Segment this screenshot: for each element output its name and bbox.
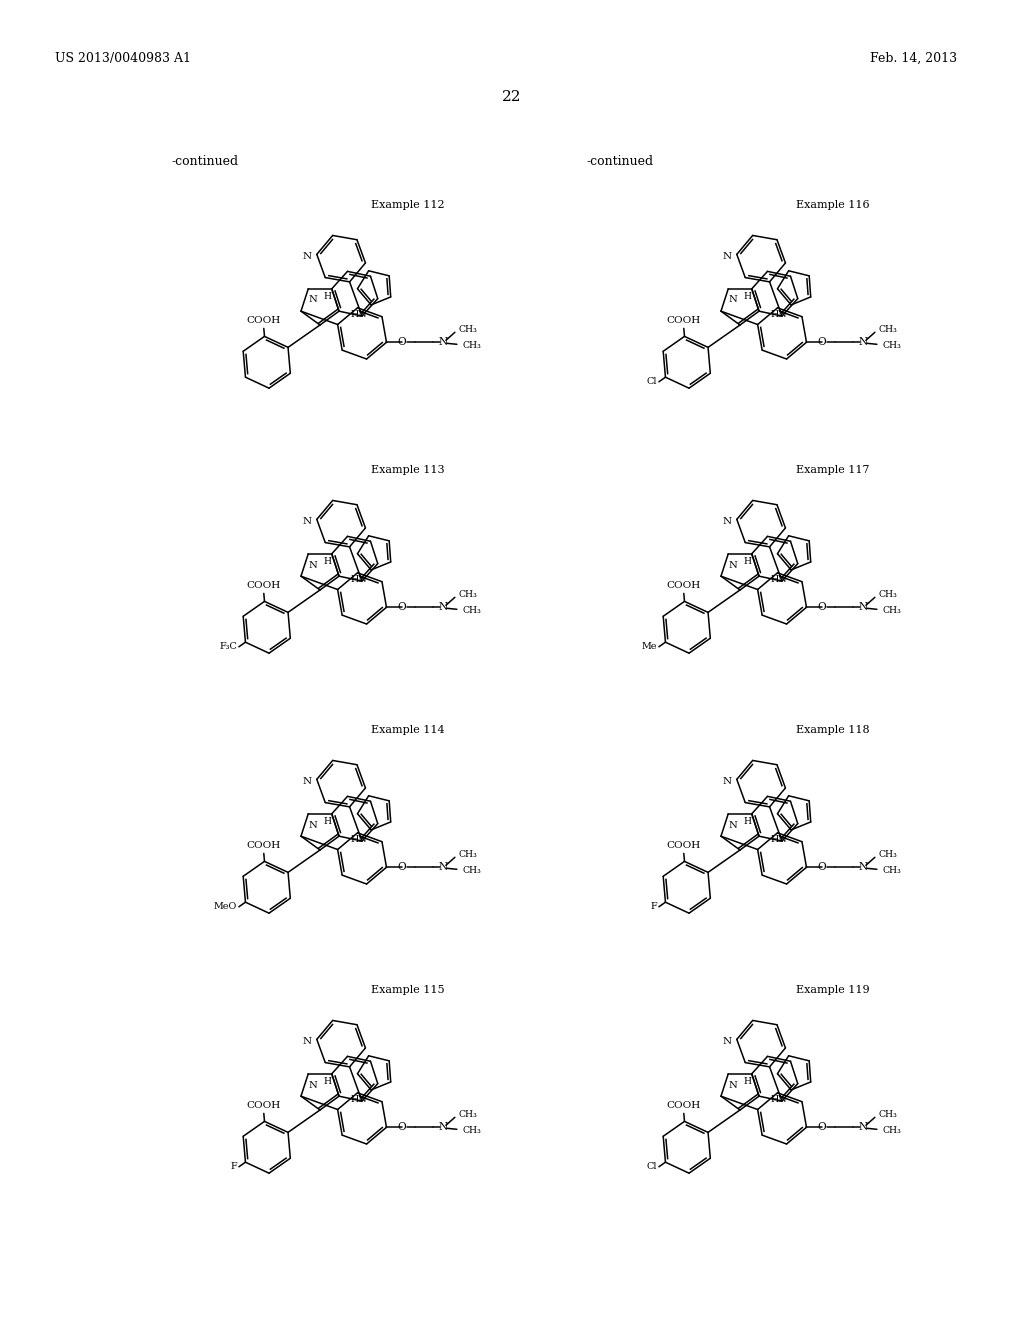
Text: CH₃: CH₃ [883, 866, 902, 875]
Text: Example 115: Example 115 [372, 985, 445, 995]
Text: 22: 22 [502, 90, 522, 104]
Text: N: N [858, 338, 867, 347]
Text: CH₃: CH₃ [883, 1126, 902, 1135]
Text: N: N [438, 338, 447, 347]
Text: CH₃: CH₃ [463, 341, 481, 350]
Text: Example 116: Example 116 [797, 201, 870, 210]
Text: H: H [324, 557, 332, 566]
Text: COOH: COOH [247, 1101, 281, 1110]
Text: HN: HN [771, 576, 787, 583]
Text: COOH: COOH [247, 317, 281, 326]
Text: N: N [438, 602, 447, 612]
Text: CH₃: CH₃ [463, 606, 481, 615]
Text: H: H [743, 292, 752, 301]
Text: O: O [817, 862, 826, 873]
Text: N: N [729, 561, 737, 569]
Text: Example 118: Example 118 [797, 725, 870, 735]
Text: N: N [303, 517, 311, 525]
Text: F: F [230, 1163, 237, 1171]
Text: Cl: Cl [646, 1163, 657, 1171]
Text: H: H [324, 1077, 332, 1086]
Text: CH₃: CH₃ [879, 590, 898, 599]
Text: MeO: MeO [214, 903, 237, 911]
Text: CH₃: CH₃ [883, 341, 902, 350]
Text: N: N [858, 1122, 867, 1133]
Text: COOH: COOH [667, 1101, 700, 1110]
Text: CH₃: CH₃ [463, 866, 481, 875]
Text: CH₃: CH₃ [459, 1110, 478, 1119]
Text: O: O [397, 1122, 407, 1133]
Text: N: N [729, 296, 737, 305]
Text: F₃C: F₃C [219, 643, 237, 651]
Text: HN: HN [351, 836, 368, 843]
Text: Cl: Cl [646, 378, 657, 387]
Text: H: H [324, 292, 332, 301]
Text: Example 117: Example 117 [797, 465, 870, 475]
Text: COOH: COOH [667, 317, 700, 326]
Text: N: N [308, 561, 317, 569]
Text: -continued: -continued [171, 154, 239, 168]
Text: O: O [817, 1122, 826, 1133]
Text: CH₃: CH₃ [463, 1126, 481, 1135]
Text: CH₃: CH₃ [879, 1110, 898, 1119]
Text: N: N [308, 821, 317, 829]
Text: HN: HN [771, 310, 787, 319]
Text: HN: HN [351, 1094, 368, 1104]
Text: CH₃: CH₃ [459, 850, 478, 859]
Text: H: H [324, 817, 332, 826]
Text: Me: Me [641, 643, 657, 651]
Text: H: H [743, 1077, 752, 1086]
Text: N: N [308, 1081, 317, 1089]
Text: COOH: COOH [247, 841, 281, 850]
Text: HN: HN [771, 836, 787, 843]
Text: N: N [858, 862, 867, 873]
Text: N: N [858, 602, 867, 612]
Text: HN: HN [351, 576, 368, 583]
Text: N: N [723, 777, 732, 785]
Text: Example 113: Example 113 [372, 465, 445, 475]
Text: N: N [729, 1081, 737, 1089]
Text: HN: HN [351, 310, 368, 319]
Text: COOH: COOH [667, 841, 700, 850]
Text: -continued: -continued [587, 154, 653, 168]
Text: HN: HN [771, 1094, 787, 1104]
Text: Feb. 14, 2013: Feb. 14, 2013 [870, 51, 957, 65]
Text: O: O [397, 862, 407, 873]
Text: CH₃: CH₃ [879, 325, 898, 334]
Text: COOH: COOH [667, 581, 700, 590]
Text: Example 112: Example 112 [372, 201, 445, 210]
Text: CH₃: CH₃ [459, 325, 478, 334]
Text: O: O [817, 602, 826, 612]
Text: O: O [397, 338, 407, 347]
Text: N: N [723, 252, 732, 261]
Text: COOH: COOH [247, 581, 281, 590]
Text: N: N [303, 777, 311, 785]
Text: N: N [729, 821, 737, 829]
Text: N: N [723, 1038, 732, 1045]
Text: CH₃: CH₃ [459, 590, 478, 599]
Text: N: N [303, 1038, 311, 1045]
Text: N: N [438, 1122, 447, 1133]
Text: H: H [743, 817, 752, 826]
Text: Example 119: Example 119 [797, 985, 870, 995]
Text: US 2013/0040983 A1: US 2013/0040983 A1 [55, 51, 191, 65]
Text: N: N [438, 862, 447, 873]
Text: Example 114: Example 114 [372, 725, 445, 735]
Text: F: F [650, 903, 657, 911]
Text: N: N [308, 296, 317, 305]
Text: N: N [303, 252, 311, 261]
Text: O: O [397, 602, 407, 612]
Text: CH₃: CH₃ [883, 606, 902, 615]
Text: CH₃: CH₃ [879, 850, 898, 859]
Text: N: N [723, 517, 732, 525]
Text: H: H [743, 557, 752, 566]
Text: O: O [817, 338, 826, 347]
